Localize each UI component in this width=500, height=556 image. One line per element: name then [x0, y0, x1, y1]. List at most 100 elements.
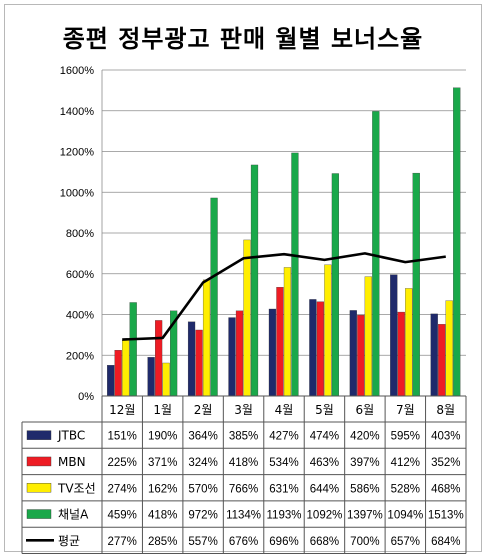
bar-채널A-7월: [412, 172, 420, 397]
data-cell-MBN: 371%: [148, 457, 177, 469]
bar-채널A-8월: [453, 87, 461, 397]
legend-label-JTBC: JTBC: [57, 429, 85, 443]
data-cell-채널A: 418%: [148, 510, 177, 522]
data-cell-평균: 696%: [269, 536, 298, 548]
y-tick-label: 0%: [78, 391, 94, 403]
bar-TV조선-4월: [283, 267, 292, 397]
category-label: 3월: [234, 403, 253, 417]
data-cell-채널A: 1092%: [307, 510, 343, 522]
bar-TV조선-6월: [364, 276, 372, 397]
data-cell-JTBC: 474%: [310, 431, 339, 443]
bar-MBN-1월: [155, 320, 163, 397]
data-cell-JTBC: 595%: [391, 431, 420, 443]
bar-MBN-7월: [397, 311, 405, 397]
bar-MBN-5월: [316, 301, 324, 397]
legend-key-MBN: [26, 456, 52, 467]
data-cell-평균: 684%: [431, 536, 460, 548]
data-cell-MBN: 534%: [269, 457, 298, 469]
bar-채널A-2월: [210, 197, 218, 397]
category-label: 5월: [315, 403, 334, 417]
legend-label-평균: 평균: [58, 534, 80, 548]
bar-TV조선-12월: [122, 340, 130, 397]
y-tick-label: 1000%: [60, 187, 94, 199]
data-cell-JTBC: 364%: [188, 431, 217, 443]
data-cell-JTBC: 151%: [108, 431, 137, 443]
category-label: 12월: [109, 403, 135, 417]
bar-TV조선-2월: [202, 279, 211, 397]
data-cell-TV조선: 162%: [148, 483, 177, 495]
data-cell-MBN: 418%: [229, 457, 258, 469]
category-label: 7월: [396, 403, 415, 417]
bar-MBN-8월: [438, 324, 446, 397]
bar-TV조선-5월: [324, 264, 332, 397]
bar-채널A-12월: [129, 302, 137, 397]
data-cell-MBN: 397%: [350, 457, 379, 469]
data-cell-채널A: 459%: [108, 510, 137, 522]
y-tick-label: 800%: [66, 228, 94, 240]
category-label: 6월: [356, 403, 375, 417]
data-cell-채널A: 1397%: [347, 510, 383, 522]
data-cell-JTBC: 427%: [269, 431, 298, 443]
data-cell-평균: 676%: [229, 536, 258, 548]
chart-frame: 종편 정부광고 판매 월별 보너스율: [4, 4, 482, 552]
bar-JTBC-12월: [107, 365, 115, 397]
y-tick-label: 400%: [66, 310, 94, 322]
bar-TV조선-7월: [405, 288, 413, 397]
bar-JTBC-3월: [228, 317, 236, 397]
bar-TV조선-1월: [162, 362, 170, 397]
data-cell-평균: 557%: [188, 536, 217, 548]
legend-label-MBN: MBN: [58, 455, 86, 469]
bar-MBN-3월: [235, 310, 244, 397]
data-cell-채널A: 972%: [188, 510, 217, 522]
data-cell-JTBC: 420%: [350, 431, 379, 443]
data-cell-JTBC: 403%: [431, 431, 460, 443]
chart-title: 종편 정부광고 판매 월별 보너스율: [62, 25, 424, 53]
category-label: 8월: [436, 403, 455, 417]
bar-JTBC-6월: [349, 310, 357, 397]
legend-label-채널A: 채널A: [58, 508, 89, 522]
data-cell-TV조선: 528%: [391, 483, 420, 495]
y-tick-label: 1400%: [60, 106, 94, 118]
data-cell-TV조선: 631%: [269, 483, 298, 495]
bar-채널A-5월: [331, 173, 339, 397]
bar-JTBC-4월: [268, 308, 277, 397]
legend-label-TV조선: TV조선: [57, 481, 96, 495]
bar-MBN-4월: [276, 287, 284, 397]
data-cell-채널A: 1134%: [226, 510, 261, 522]
data-cell-TV조선: 468%: [431, 483, 460, 495]
bar-채널A-6월: [372, 111, 380, 397]
data-cell-JTBC: 190%: [148, 431, 177, 443]
line-평균: [122, 252, 446, 341]
category-label: 2월: [194, 403, 213, 417]
bar-TV조선-8월: [445, 300, 453, 397]
data-cell-TV조선: 644%: [310, 483, 339, 495]
legend-key-JTBC: [26, 430, 52, 440]
data-cell-채널A: 1193%: [267, 510, 302, 522]
data-cell-MBN: 324%: [188, 457, 217, 469]
data-cell-MBN: 352%: [431, 457, 460, 469]
data-cell-평균: 285%: [148, 536, 177, 548]
bar-채널A-4월: [291, 152, 299, 397]
bar-MBN-12월: [114, 350, 122, 397]
data-cell-평균: 668%: [310, 536, 339, 548]
data-cell-TV조선: 766%: [229, 483, 258, 495]
data-cell-JTBC: 385%: [229, 431, 258, 443]
y-tick-label: 1200%: [60, 147, 94, 159]
bar-JTBC-7월: [390, 274, 398, 397]
data-cell-평균: 657%: [391, 536, 420, 548]
bar-JTBC-5월: [309, 299, 317, 397]
y-tick-label: 1600%: [60, 65, 94, 77]
bar-MBN-2월: [195, 329, 203, 397]
data-cell-MBN: 412%: [391, 457, 420, 469]
data-cell-MBN: 225%: [108, 457, 137, 469]
legend-key-TV조선: [26, 483, 52, 493]
data-cell-MBN: 463%: [310, 457, 339, 469]
bar-채널A-3월: [250, 164, 259, 397]
bar-TV조선-3월: [243, 239, 251, 397]
category-label: 1월: [153, 403, 172, 417]
bar-JTBC-1월: [147, 357, 155, 397]
data-cell-채널A: 1513%: [428, 510, 464, 522]
y-tick-label: 200%: [66, 350, 94, 362]
legend-key-채널A: [26, 509, 52, 519]
data-cell-평균: 277%: [108, 536, 137, 548]
